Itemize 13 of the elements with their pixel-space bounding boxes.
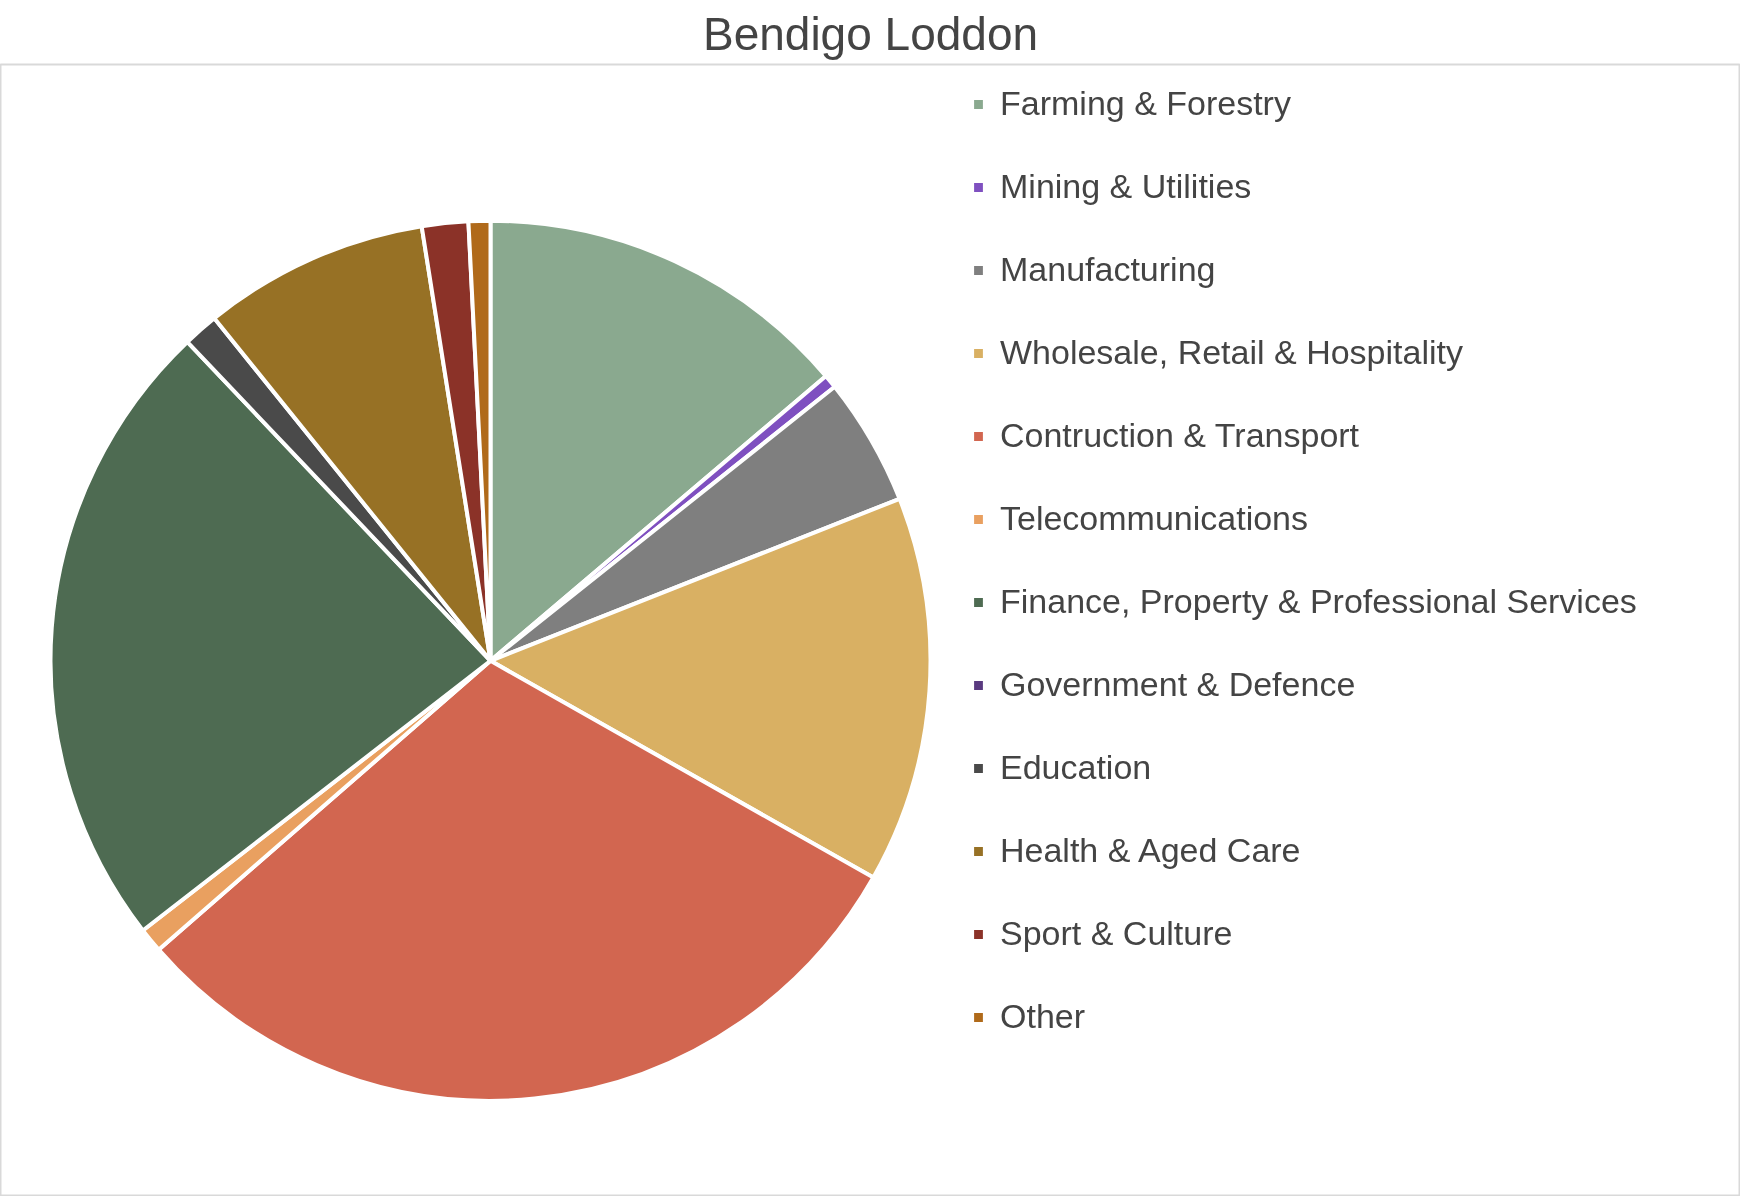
legend-label: Telecommunications (1000, 499, 1309, 538)
legend-label: Contruction & Transport (1000, 416, 1360, 455)
legend-label: Mining & Utilities (1000, 167, 1252, 206)
legend-label: Education (1000, 748, 1152, 787)
legend-label: Government & Defence (1000, 665, 1356, 704)
legend-label: Manufacturing (1000, 250, 1216, 289)
chart-title: Bendigo Loddon (702, 7, 1039, 60)
legend-label: Health & Aged Care (1000, 831, 1301, 870)
legend-label: Sport & Culture (1000, 914, 1233, 953)
legend-label: Finance, Property & Professional Services (1000, 582, 1637, 621)
legend-label: Farming & Forestry (1000, 84, 1291, 123)
legend-label: Other (1000, 997, 1086, 1036)
legend-label: Wholesale, Retail & Hospitality (1000, 333, 1463, 372)
